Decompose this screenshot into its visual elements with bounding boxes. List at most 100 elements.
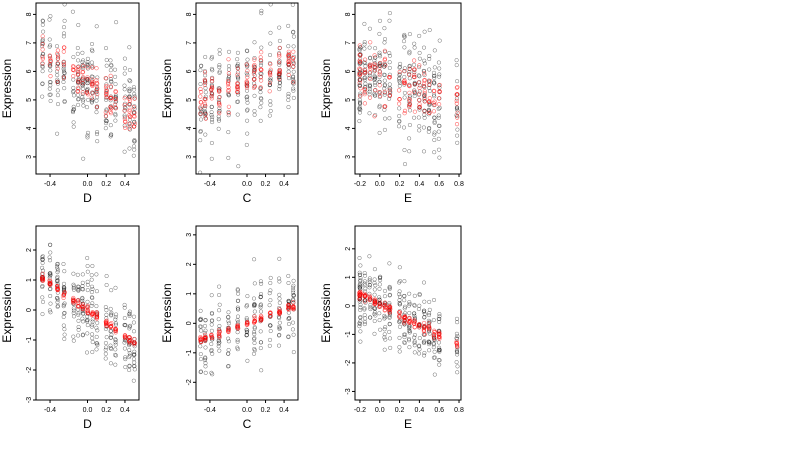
- point-black: [407, 301, 412, 307]
- y-tick-label: 3: [186, 155, 193, 159]
- point-black: [127, 88, 132, 93]
- point-black: [455, 108, 460, 113]
- point-black: [202, 109, 208, 114]
- point-black: [71, 77, 76, 82]
- point-black: [398, 61, 403, 66]
- point-black: [80, 64, 85, 69]
- y-axis-label: Expression: [319, 59, 333, 118]
- point-black: [406, 99, 412, 104]
- point-black: [122, 346, 127, 351]
- point-black: [259, 96, 264, 101]
- point-red: [245, 68, 250, 73]
- point-red: [422, 89, 427, 94]
- point-black: [437, 83, 442, 88]
- point-black: [122, 302, 127, 307]
- point-black: [40, 255, 45, 260]
- point-black: [412, 293, 417, 298]
- point-black: [382, 313, 387, 318]
- point-black: [422, 73, 427, 78]
- point-red: [252, 57, 257, 62]
- point-red: [397, 97, 402, 102]
- point-black: [209, 110, 214, 115]
- point-red: [75, 65, 81, 70]
- point-red: [277, 54, 282, 59]
- point-black: [383, 337, 388, 342]
- point-black: [70, 9, 75, 14]
- y-tick-label: 0: [26, 308, 33, 312]
- point-red: [422, 91, 427, 96]
- point-black: [412, 70, 417, 75]
- point-black: [267, 113, 272, 118]
- point-black: [387, 314, 392, 319]
- point-red: [454, 101, 459, 106]
- point-black: [235, 347, 240, 352]
- point-black: [76, 287, 81, 292]
- point-black: [71, 55, 76, 60]
- point-black: [252, 303, 257, 308]
- point-red: [387, 307, 392, 313]
- point-red: [203, 97, 208, 102]
- point-red: [40, 34, 45, 39]
- point-black: [397, 106, 402, 111]
- point-red: [122, 102, 127, 108]
- point-black: [252, 348, 257, 353]
- point-black: [432, 349, 437, 354]
- point-black: [113, 317, 118, 322]
- point-black: [421, 280, 427, 285]
- point-black: [291, 288, 296, 293]
- x-tick-label: 0.0: [83, 181, 93, 188]
- point-black: [368, 84, 373, 89]
- point-black: [402, 340, 407, 346]
- point-red: [286, 49, 291, 54]
- point-black: [61, 281, 67, 286]
- point-black: [417, 303, 422, 308]
- point-black: [76, 22, 81, 28]
- point-black: [402, 32, 407, 37]
- point-black: [235, 61, 240, 67]
- point-black: [236, 164, 241, 169]
- point-black: [61, 314, 66, 319]
- point-red: [268, 67, 273, 72]
- point-red: [40, 278, 46, 283]
- point-black: [199, 107, 204, 112]
- point-black: [286, 316, 291, 321]
- point-black: [235, 314, 241, 319]
- point-red: [372, 302, 377, 307]
- point-black: [268, 108, 273, 113]
- point-black: [127, 313, 132, 318]
- point-black: [258, 305, 263, 310]
- point-black: [427, 109, 432, 114]
- point-black: [422, 29, 427, 34]
- point-black: [40, 257, 45, 262]
- point-black: [127, 324, 132, 329]
- point-red: [454, 340, 459, 346]
- point-black: [267, 343, 272, 348]
- point-black: [40, 265, 45, 270]
- point-black: [235, 337, 240, 342]
- point-black: [245, 49, 250, 54]
- point-black: [402, 332, 407, 337]
- point-red: [61, 45, 67, 50]
- point-black: [259, 281, 264, 286]
- point-black: [368, 307, 373, 312]
- point-red: [226, 82, 231, 87]
- point-black: [104, 57, 109, 63]
- point-black: [291, 59, 296, 64]
- point-black: [455, 364, 460, 369]
- point-black: [437, 72, 442, 77]
- point-black: [123, 323, 128, 328]
- point-black: [427, 307, 432, 312]
- point-black: [358, 263, 363, 268]
- point-black: [226, 49, 232, 54]
- point-red: [80, 90, 85, 95]
- point-red: [362, 90, 367, 95]
- point-black: [62, 2, 67, 7]
- point-black: [402, 95, 407, 100]
- point-black: [455, 352, 460, 357]
- point-red: [268, 72, 273, 78]
- point-black: [94, 132, 100, 137]
- point-black: [387, 302, 392, 307]
- point-red: [89, 95, 94, 100]
- point-black: [90, 336, 95, 341]
- point-black: [367, 111, 372, 116]
